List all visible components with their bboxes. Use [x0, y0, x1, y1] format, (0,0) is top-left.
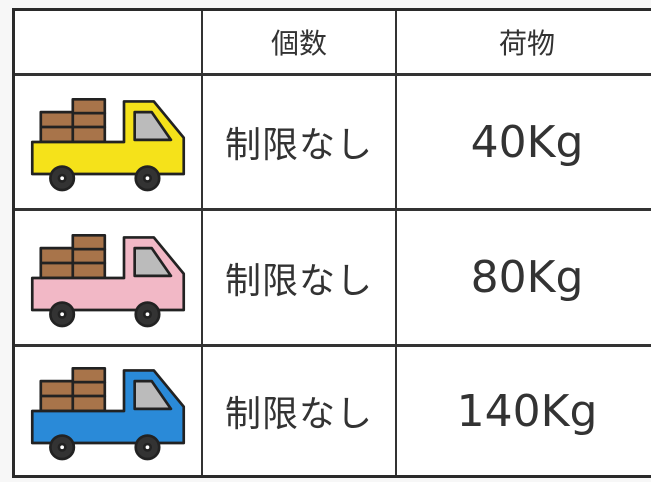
truck-cell	[15, 211, 201, 344]
row-divider	[15, 73, 651, 76]
load-cell: 80Kg	[470, 252, 584, 303]
count-cell: 制限なし	[224, 394, 373, 435]
column-divider	[201, 11, 203, 475]
table: 個数 荷物 制限なし 40Kg	[12, 8, 651, 478]
load-cell: 140Kg	[456, 385, 598, 437]
truck-icon	[30, 367, 186, 461]
truck-icon	[30, 233, 186, 327]
truck-icon	[30, 98, 186, 192]
truck-cell	[15, 76, 201, 208]
row-divider	[15, 208, 651, 211]
header-cell: 荷物	[498, 27, 555, 60]
count-cell: 制限なし	[224, 125, 373, 166]
count-cell: 制限なし	[224, 260, 373, 302]
header-cell: 個数	[270, 27, 327, 60]
row-divider	[15, 344, 651, 347]
load-cell: 40Kg	[470, 116, 584, 168]
truck-cell	[15, 347, 201, 475]
column-divider	[395, 11, 397, 475]
